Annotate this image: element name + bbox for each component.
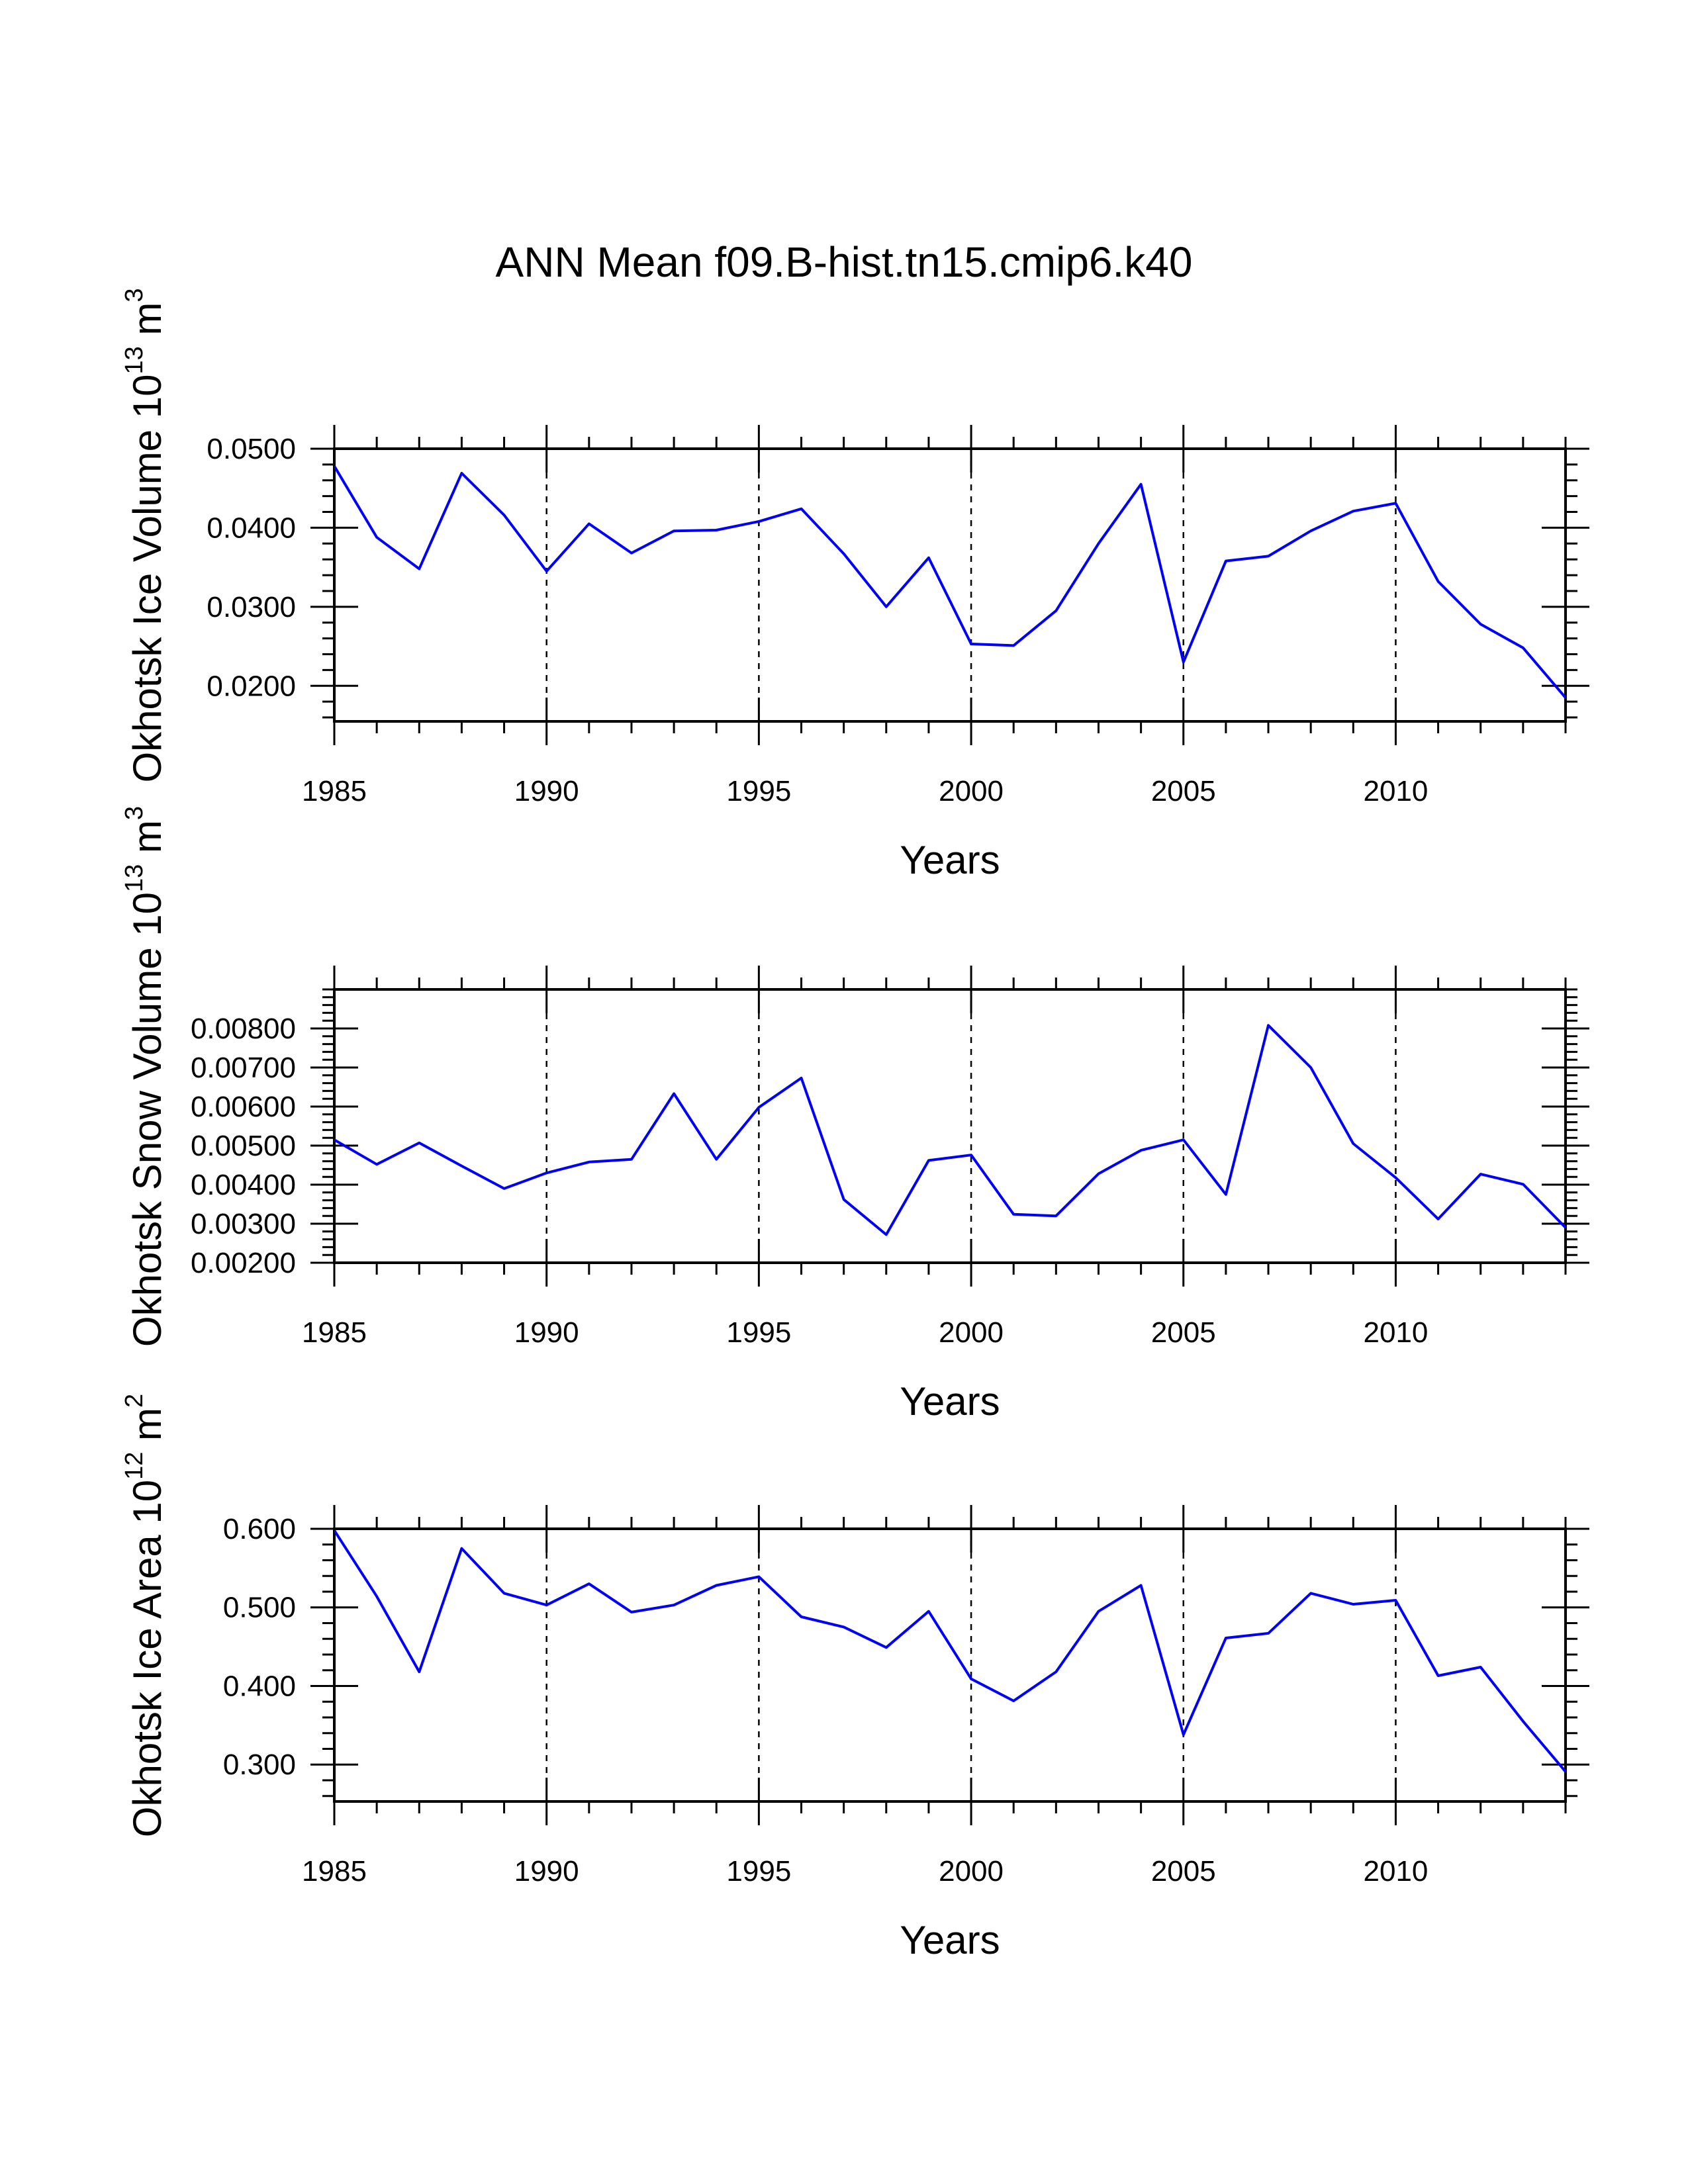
- plot-frame: [333, 447, 1567, 723]
- x-tick-label: 2010: [1364, 775, 1429, 807]
- y-tick-label: 0.00600: [191, 1091, 296, 1123]
- x-tick-label: 1990: [514, 1855, 579, 1888]
- x-tick-label: 1990: [514, 1316, 579, 1349]
- y-axis-label-text: Okhotsk Ice Volume 10: [125, 375, 169, 783]
- y-tick-label: 0.00200: [191, 1247, 296, 1279]
- x-axis-label: Years: [900, 1379, 1000, 1424]
- series-line: [334, 1529, 1566, 1773]
- x-tick-label: 2000: [939, 775, 1004, 807]
- y-axis-label-text: Okhotsk Ice Area 10: [125, 1480, 169, 1837]
- y-tick-label: 0.0200: [207, 670, 296, 702]
- x-axis-label: Years: [900, 1918, 1000, 1962]
- y-axis-label-exponent: 12: [120, 1452, 148, 1480]
- y-tick-label: 0.00700: [191, 1052, 296, 1084]
- y-axis-label: Okhotsk Ice Area 1012 m2: [120, 1394, 169, 1837]
- x-tick-label: 1995: [726, 1855, 791, 1888]
- y-tick-label: 0.500: [223, 1592, 296, 1624]
- x-tick-label: 1985: [302, 1855, 367, 1888]
- panels: 1985 1990 1995 2000 2005 2010 0.0200 0.0300 0.04…: [120, 288, 1589, 1962]
- panel-1: 1985 1990 1995 2000 2005 2010 0.0200 0.0300 0.04…: [120, 288, 1589, 882]
- y-axis-label-exponent: 13: [120, 346, 148, 374]
- x-tick-label: 2000: [939, 1316, 1004, 1349]
- y-axis-label-unit-exponent: 3: [120, 806, 148, 820]
- x-tick-label: 1995: [726, 1316, 791, 1349]
- x-tick-label: 2005: [1151, 1316, 1216, 1349]
- x-tick-label: 2010: [1364, 1316, 1429, 1349]
- y-tick-label: 0.0300: [207, 591, 296, 623]
- x-tick-label: 2000: [939, 1855, 1004, 1888]
- y-tick-label: 0.00800: [191, 1013, 296, 1045]
- x-tick-label: 1990: [514, 775, 579, 807]
- x-tick-label: 1985: [302, 1316, 367, 1349]
- y-axis-label-unit: m: [125, 302, 169, 347]
- y-axis-label-unit-exponent: 2: [120, 1394, 148, 1408]
- y-tick-label: 0.0400: [207, 512, 296, 544]
- panel-2: 1985 1990 1995 2000 2005 2010 0.00200 0.00300 0.…: [120, 806, 1589, 1424]
- y-axis-label-exponent: 13: [120, 864, 148, 892]
- x-axis-label: Years: [900, 838, 1000, 882]
- y-axis-label: Okhotsk Ice Volume 1013 m3: [120, 288, 169, 782]
- y-tick-label: 0.400: [223, 1670, 296, 1702]
- y-tick-label: 0.00400: [191, 1169, 296, 1201]
- y-axis-label-text: Okhotsk Snow Volume 10: [125, 892, 169, 1347]
- y-tick-label: 0.0500: [207, 433, 296, 465]
- series-line: [334, 465, 1566, 699]
- y-axis-label-unit: m: [125, 820, 169, 864]
- plot-frame: [333, 988, 1567, 1264]
- y-axis-label: Okhotsk Snow Volume 1013 m3: [120, 806, 169, 1347]
- panel-3: 1985 1990 1995 2000 2005 2010 0.300 0.400 0.500 0…: [120, 1394, 1589, 1962]
- y-tick-label: 0.00300: [191, 1208, 296, 1240]
- y-tick-label: 0.600: [223, 1513, 296, 1545]
- x-tick-label: 1985: [302, 775, 367, 807]
- y-tick-label: 0.00500: [191, 1130, 296, 1162]
- series-line: [334, 1024, 1566, 1236]
- x-tick-label: 2005: [1151, 1855, 1216, 1888]
- y-axis-label-unit-exponent: 3: [120, 288, 148, 302]
- x-tick-label: 2005: [1151, 775, 1216, 807]
- plot-frame: [333, 1527, 1567, 1803]
- y-axis-label-unit: m: [125, 1408, 169, 1452]
- y-tick-label: 0.300: [223, 1749, 296, 1781]
- x-tick-label: 1995: [726, 775, 791, 807]
- x-tick-label: 2010: [1364, 1855, 1429, 1888]
- chart-title: ANN Mean f09.B-hist.tn15.cmip6.k40: [496, 238, 1193, 286]
